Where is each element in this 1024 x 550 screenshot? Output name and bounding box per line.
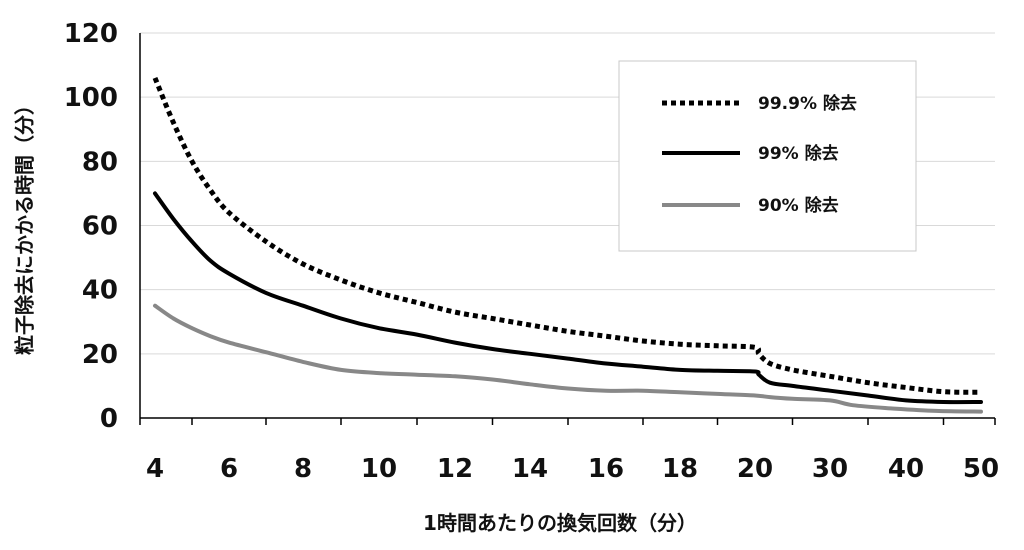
y-tick-label: 40	[82, 276, 118, 306]
y-tick-label: 60	[82, 212, 118, 242]
x-tick-labels: 4 6 8 10 12 14 16 18 20 30 40 50	[139, 418, 999, 484]
x-tick-label: 6	[220, 454, 238, 484]
x-tick-label: 16	[588, 454, 624, 484]
x-tick-label: 14	[512, 454, 548, 484]
legend-label-0: 99.9% 除去	[758, 93, 857, 114]
x-tick-label: 18	[662, 454, 698, 484]
x-tick-label: 10	[361, 454, 397, 484]
x-tick-label: 40	[888, 454, 924, 484]
series-lines	[152, 76, 983, 414]
series-line-1	[153, 191, 983, 405]
x-tick-label: 20	[737, 454, 773, 484]
y-tick-label: 0	[100, 404, 118, 434]
legend-label-1: 99% 除去	[758, 143, 839, 164]
y-tick-label: 100	[64, 83, 118, 113]
gridlines	[140, 32, 995, 355]
y-tick-label: 120	[64, 19, 118, 49]
legend-label-2: 90% 除去	[758, 195, 839, 216]
y-tick-labels: 0 20 40 60 80 100 120	[64, 19, 118, 434]
x-tick-label: 30	[812, 454, 848, 484]
legend-box	[618, 60, 917, 252]
y-axis-title: 粒子除去にかかる時間（分）	[13, 95, 37, 355]
y-tick-label: 20	[82, 340, 118, 370]
legend: 99.9% 除去 99% 除去 90% 除去	[618, 60, 917, 252]
x-axis-title: 1時間あたりの換気回数（分）	[423, 511, 697, 535]
series-line-2	[153, 303, 983, 414]
legend-items: 99.9% 除去 99% 除去 90% 除去	[662, 93, 857, 216]
x-tick-label: 4	[146, 454, 164, 484]
x-tick-label: 8	[294, 454, 312, 484]
x-tick-label: 50	[963, 454, 999, 484]
y-tick-label: 80	[82, 147, 118, 177]
x-tick-label: 12	[437, 454, 473, 484]
